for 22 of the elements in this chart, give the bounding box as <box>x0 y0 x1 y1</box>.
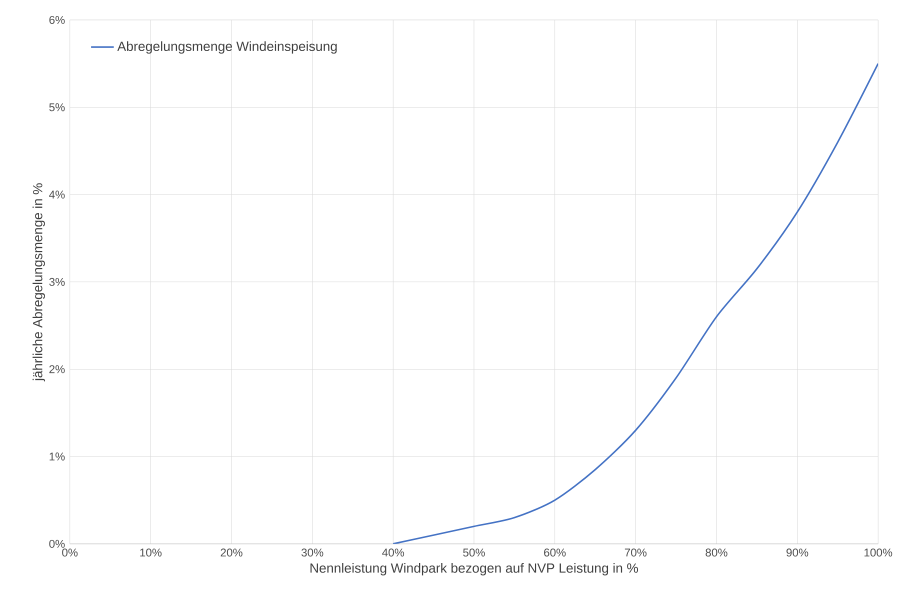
y-tick-label: 5% <box>49 103 65 112</box>
x-tick-label: 50% <box>463 548 485 557</box>
x-tick-label: 30% <box>301 548 324 557</box>
x-tick-label: 100% <box>864 548 892 557</box>
y-tick-label: 4% <box>49 190 65 199</box>
x-tick-label: 90% <box>786 548 808 557</box>
x-tick-label: 60% <box>544 548 566 557</box>
y-tick-label: 6% <box>49 16 65 24</box>
x-axis-title: Nennleistung Windpark bezogen auf NVP Leistung in % <box>310 563 638 576</box>
line-series <box>392 62 878 544</box>
x-tick-label: 40% <box>382 548 404 557</box>
y-axis-title: jährliche Abregelungsmenge in % <box>32 183 45 382</box>
legend-label: Abregelungsmenge Windeinspeisung <box>117 41 337 54</box>
y-tick-label: 1% <box>50 452 65 461</box>
y-tick-label: 0% <box>49 540 65 548</box>
x-tick-label: 10% <box>140 548 162 557</box>
x-tick-label: 70% <box>624 548 647 557</box>
y-tick-label: 3% <box>49 278 65 286</box>
x-tick-label: 0% <box>62 548 78 557</box>
x-tick-label: 80% <box>706 548 728 557</box>
x-tick-label: 20% <box>220 548 242 557</box>
y-tick-label: 2% <box>49 365 65 374</box>
